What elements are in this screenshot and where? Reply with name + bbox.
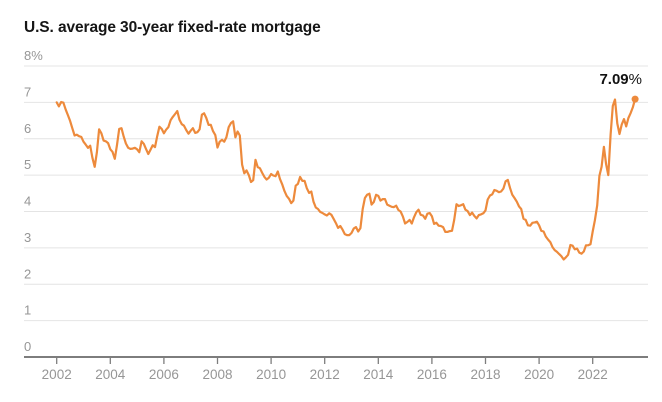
end-point-dot [631,95,639,103]
y-axis-tick-label: 5 [24,157,31,172]
y-axis-tick-label: 4 [24,194,31,209]
x-axis-tick-label: 2020 [524,367,554,382]
x-axis-tick-label: 2010 [256,367,286,382]
y-axis-tick-label: 6 [24,121,31,136]
y-axis-tick-label: 2 [24,266,31,281]
latest-value-suffix: % [628,71,642,88]
x-axis-tick-label: 2022 [578,367,608,382]
y-axis-tick-label: 8% [24,48,43,63]
rate-line [55,97,637,261]
x-axis-tick-label: 2018 [470,367,500,382]
x-axis-tick-label: 2006 [149,367,179,382]
latest-value-number: 7.09 [599,71,629,88]
latest-value-label: 7.09% [599,71,642,88]
x-axis-tick-label: 2002 [42,367,72,382]
x-axis-tick-label: 2012 [310,367,340,382]
x-axis-tick-label: 2008 [202,367,232,382]
y-axis-tick-label: 7 [24,84,31,99]
x-axis-tick-label: 2016 [417,367,447,382]
y-axis-tick-label: 0 [24,339,31,354]
x-axis-tick-label: 2014 [363,367,394,382]
chart-title: U.S. average 30-year fixed-rate mortgage [24,19,321,36]
y-axis-tick-label: 3 [24,230,31,245]
y-axis-tick-label: 1 [24,303,31,318]
x-axis-tick-label: 2004 [95,367,126,382]
